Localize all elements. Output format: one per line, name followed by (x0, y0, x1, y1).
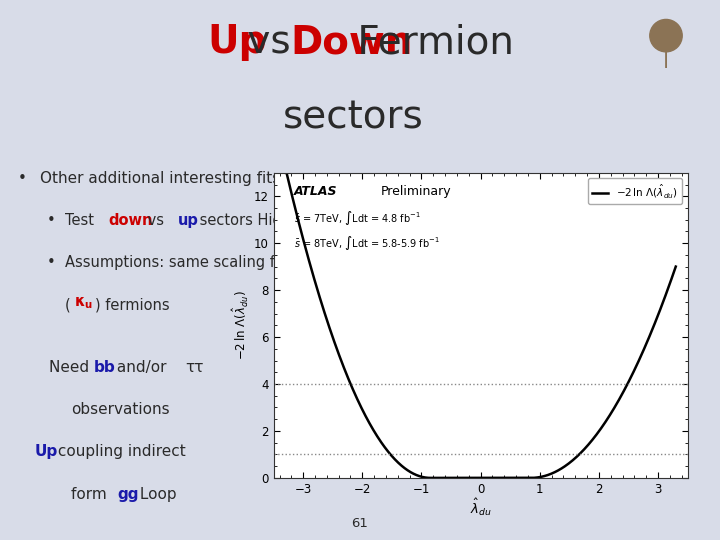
Text: •: • (47, 255, 55, 270)
Text: (: ( (65, 297, 71, 312)
Text: up: up (178, 213, 199, 228)
Text: ) and up type: ) and up type (479, 255, 577, 270)
Text: bb: bb (94, 360, 116, 375)
Text: down: down (108, 213, 153, 228)
Text: 61: 61 (351, 517, 369, 530)
Text: ATLAS: ATLAS (294, 185, 338, 198)
Text: Test: Test (65, 213, 99, 228)
Text: Need: Need (48, 360, 94, 375)
Text: $\mathbf{\kappa_u}$: $\mathbf{\kappa_u}$ (74, 295, 93, 311)
Text: |: | (663, 50, 669, 68)
Text: Preliminary: Preliminary (382, 185, 452, 198)
Text: Up: Up (208, 23, 267, 62)
Text: Loop: Loop (135, 487, 176, 502)
Text: sectors Higgs couplings: sectors Higgs couplings (195, 213, 378, 228)
Text: •: • (18, 171, 27, 186)
Y-axis label: $-2\,\ln\,\Lambda(\hat{\lambda}_{du})$: $-2\,\ln\,\Lambda(\hat{\lambda}_{du})$ (231, 291, 251, 360)
Text: Up: Up (35, 444, 58, 460)
Text: ) fermions: ) fermions (95, 297, 170, 312)
Text: $\mathbf{\lambda_{ud} = \kappa_u/\kappa_d}$: $\mathbf{\lambda_{ud} = \kappa_u/\kappa_… (457, 211, 542, 230)
Legend: $-2\,\ln\,\Lambda(\hat{\lambda}_{du})$: $-2\,\ln\,\Lambda(\hat{\lambda}_{du})$ (588, 178, 683, 204)
Text: Other additional interesting fits:: Other additional interesting fits: (40, 171, 285, 186)
Text: ττ: ττ (185, 360, 204, 375)
Text: Assumptions: same scaling factor for all down type (: Assumptions: same scaling factor for all… (65, 255, 451, 270)
Text: $\mathbf{\kappa_d}$: $\mathbf{\kappa_d}$ (458, 253, 477, 269)
Text: and/or: and/or (112, 360, 171, 375)
Text: sectors: sectors (283, 99, 424, 137)
Text: $\bar{s}$ = 8TeV, $\int$Ldt = 5.8-5.9 fb$^{-1}$: $\bar{s}$ = 8TeV, $\int$Ldt = 5.8-5.9 fb… (294, 234, 440, 252)
Text: vs: vs (143, 213, 168, 228)
Text: coupling indirect: coupling indirect (53, 444, 186, 460)
X-axis label: $\hat{\lambda}_{du}$: $\hat{\lambda}_{du}$ (469, 497, 492, 518)
Text: vs: vs (235, 23, 303, 62)
Text: $\bar{s}$ = 7TeV, $\int$Ldt = 4.8 fb$^{-1}$: $\bar{s}$ = 7TeV, $\int$Ldt = 4.8 fb$^{-… (294, 210, 421, 227)
Text: form: form (71, 487, 112, 502)
Text: •: • (47, 213, 55, 228)
Text: Fermion: Fermion (345, 23, 514, 62)
Text: Down: Down (290, 23, 413, 62)
Text: gg: gg (117, 487, 138, 502)
Circle shape (649, 19, 683, 52)
Text: observations: observations (71, 402, 170, 417)
